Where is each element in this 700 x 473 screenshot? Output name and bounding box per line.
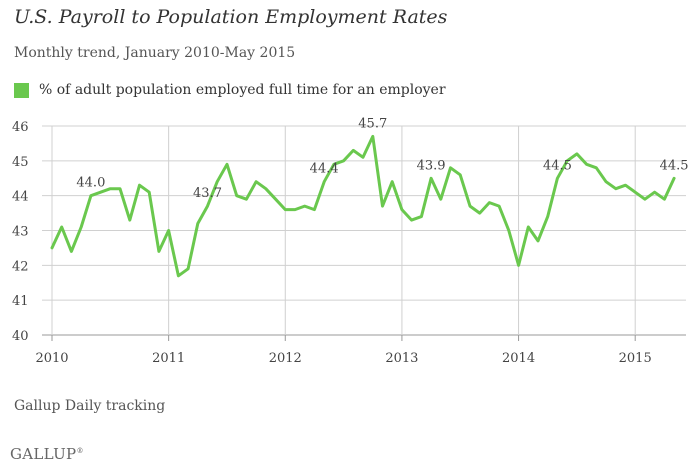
- x-tick-label: 2012: [269, 351, 302, 366]
- x-tick-label: 2014: [502, 351, 535, 366]
- gallup-logo: GALLUP®: [10, 445, 84, 463]
- logo-registered-mark: ®: [76, 447, 84, 455]
- x-tick-label: 2015: [619, 351, 652, 366]
- source-note: Gallup Daily tracking: [14, 398, 166, 414]
- chart-title: U.S. Payroll to Population Employment Ra…: [14, 6, 448, 28]
- x-tick-label: 2010: [35, 351, 68, 366]
- data-label: 45.7: [358, 116, 387, 131]
- data-label: 44.5: [543, 158, 572, 173]
- x-tick-label: 2013: [385, 351, 418, 366]
- logo-text: GALLUP: [10, 445, 77, 463]
- data-label: 43.7: [193, 186, 222, 201]
- y-tick-label: 45: [12, 155, 29, 170]
- y-tick-label: 46: [12, 120, 29, 135]
- chart-subtitle: Monthly trend, January 2010-May 2015: [14, 45, 296, 61]
- y-tick-label: 40: [12, 329, 29, 344]
- y-tick-label: 43: [12, 225, 29, 240]
- y-tick-label: 41: [12, 294, 29, 309]
- chart-legend: % of adult population employed full time…: [14, 82, 446, 98]
- y-tick-label: 44: [12, 190, 29, 205]
- data-label: 43.9: [417, 158, 446, 173]
- data-label: 44.4: [310, 162, 339, 177]
- legend-swatch: [14, 82, 29, 98]
- x-tick-label: 2011: [152, 351, 185, 366]
- y-tick-label: 42: [12, 259, 29, 274]
- series-line: [50, 134, 676, 278]
- data-label: 44.0: [76, 176, 105, 191]
- data-label: 44.5: [660, 158, 689, 173]
- legend-label: % of adult population employed full time…: [39, 82, 446, 98]
